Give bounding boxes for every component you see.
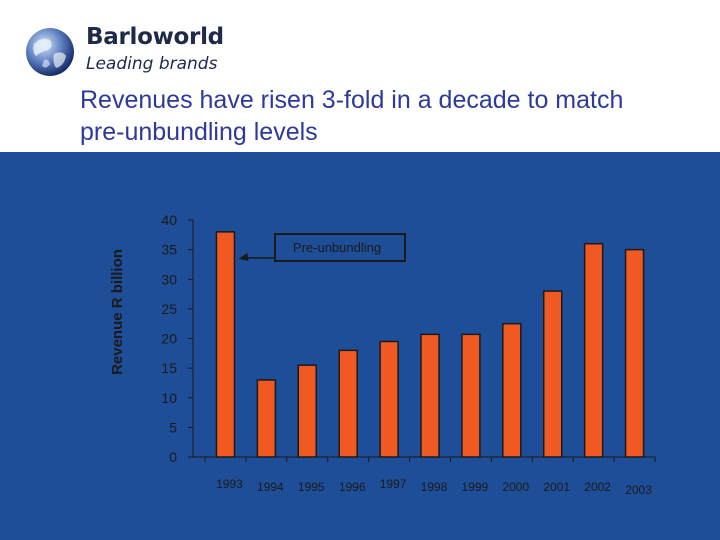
bar-2000 — [502, 322, 522, 458]
x-tick-label: 2000 — [502, 480, 529, 494]
bar-1994 — [256, 379, 277, 458]
x-tick-label: 1997 — [380, 477, 407, 491]
chart-bars — [215, 231, 645, 458]
y-tick-label: 10 — [161, 390, 177, 406]
y-tick-labels: 0 5 10 15 20 25 30 35 40 — [161, 212, 177, 465]
bar-2003 — [624, 248, 645, 458]
brand-name: Barloworld — [86, 24, 224, 50]
y-tick-label: 5 — [169, 419, 177, 435]
bar-1998 — [420, 333, 440, 458]
bar-1995 — [297, 364, 318, 458]
y-axis-label: Revenue R billion — [109, 249, 126, 375]
y-tick-label: 0 — [169, 449, 177, 465]
page-title-line-2: pre-unbundling levels — [80, 118, 318, 146]
bar-1997 — [379, 340, 399, 458]
bar-2001 — [542, 290, 563, 458]
x-tick-label: 1995 — [298, 480, 325, 494]
annotation-arrowhead — [238, 252, 249, 261]
y-tick-label: 20 — [161, 331, 177, 347]
x-tick-label: 2002 — [584, 480, 611, 494]
pre-unbundling-annotation: Pre-unbundling — [238, 233, 406, 262]
y-tick-label: 35 — [161, 242, 177, 258]
page-title-line-1: Revenues have risen 3-fold in a decade t… — [80, 86, 624, 114]
x-tick-labels: 1993 1994 1995 1996 1997 1998 1999 2000 2001 2002… — [216, 477, 652, 497]
bar-1999 — [461, 333, 481, 458]
page-title: Revenues have risen 3-fold in a decade t… — [80, 84, 710, 148]
x-tick-label: 1994 — [257, 480, 284, 494]
bar-2002 — [583, 242, 604, 458]
x-tick-label: 2003 — [625, 483, 652, 497]
globe-icon — [26, 28, 74, 76]
x-tick-label: 1998 — [421, 480, 448, 494]
x-tick-label: 1996 — [339, 480, 366, 494]
barloworld-logo: Barloworld Leading brands — [24, 22, 234, 80]
bar-1993 — [215, 231, 236, 458]
x-tick-label: 2001 — [543, 480, 570, 494]
x-tick-label: 1993 — [216, 477, 243, 491]
brand-tagline: Leading brands — [86, 54, 218, 74]
y-tick-label: 30 — [161, 271, 177, 287]
bar-1996 — [338, 349, 358, 458]
y-tick-label: 15 — [161, 360, 177, 376]
y-tick-label: 25 — [161, 301, 177, 317]
annotation-box — [274, 233, 406, 262]
x-tick-label: 1999 — [462, 480, 489, 494]
y-tick-label: 40 — [161, 212, 177, 228]
annotation-label: Pre-unbundling — [293, 240, 381, 255]
